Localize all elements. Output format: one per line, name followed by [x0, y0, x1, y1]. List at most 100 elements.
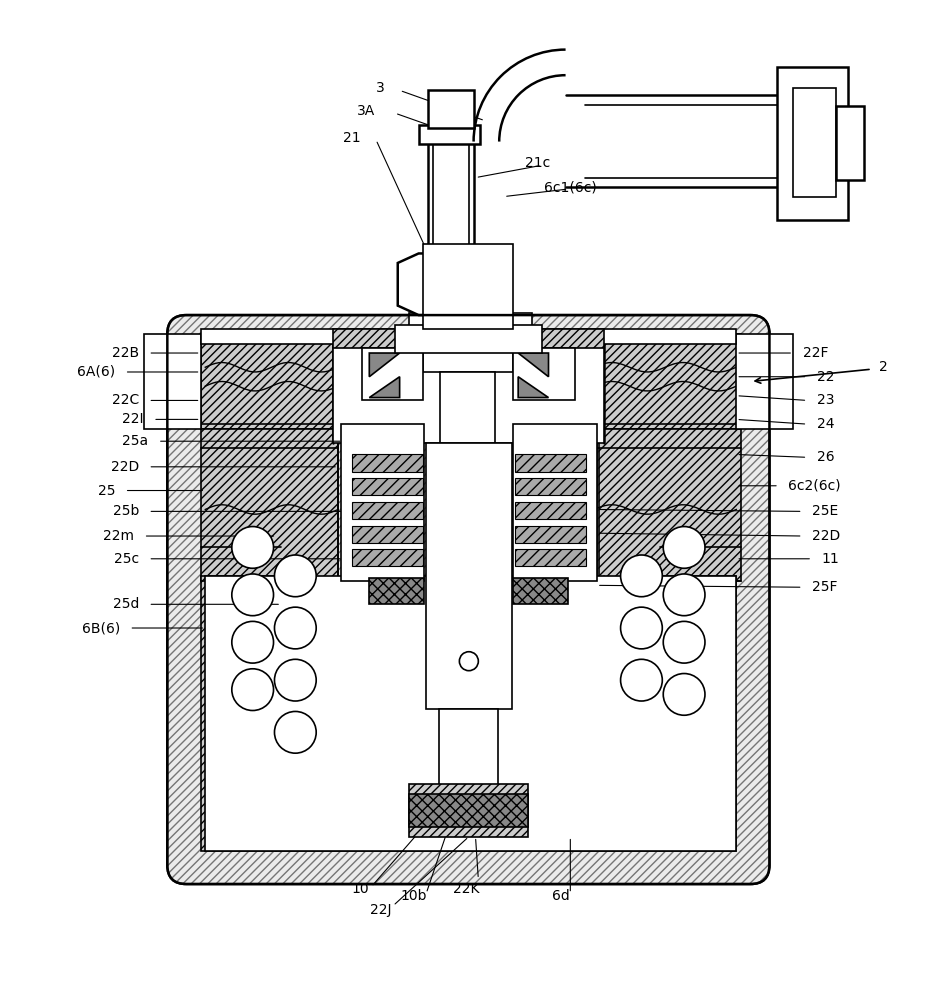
- Polygon shape: [369, 353, 399, 377]
- Text: 25b: 25b: [112, 504, 139, 518]
- Polygon shape: [518, 353, 549, 377]
- Text: 25c: 25c: [114, 552, 139, 566]
- Bar: [201, 429, 338, 581]
- Bar: [205, 576, 736, 851]
- Circle shape: [663, 527, 705, 568]
- Circle shape: [232, 527, 274, 568]
- Text: 2: 2: [879, 360, 887, 374]
- FancyBboxPatch shape: [167, 315, 769, 884]
- Text: 6c1(6c): 6c1(6c): [544, 180, 596, 194]
- Bar: [736, 334, 793, 429]
- Text: 10b: 10b: [400, 889, 427, 903]
- Text: 22D: 22D: [812, 529, 841, 543]
- Text: 25: 25: [98, 484, 115, 498]
- Bar: [409, 784, 528, 837]
- Text: 6B(6): 6B(6): [82, 621, 120, 635]
- Bar: [660, 576, 736, 851]
- Bar: [277, 818, 660, 851]
- Circle shape: [275, 607, 316, 649]
- Circle shape: [663, 674, 705, 715]
- Bar: [423, 329, 514, 348]
- Text: 23: 23: [817, 393, 834, 407]
- Bar: [409, 313, 466, 334]
- Text: 24: 24: [817, 417, 834, 431]
- Bar: [234, 666, 708, 837]
- Circle shape: [459, 652, 478, 671]
- Text: 21c: 21c: [525, 156, 550, 170]
- Bar: [514, 578, 569, 604]
- Text: 25d: 25d: [112, 597, 139, 611]
- Text: 22: 22: [817, 370, 834, 384]
- Text: 22K: 22K: [453, 882, 479, 896]
- Polygon shape: [398, 253, 477, 315]
- Bar: [474, 313, 533, 334]
- Bar: [514, 424, 597, 581]
- Bar: [361, 348, 423, 400]
- Text: 11: 11: [822, 552, 840, 566]
- Text: 22C: 22C: [111, 393, 139, 407]
- Bar: [369, 578, 424, 604]
- Bar: [352, 526, 423, 543]
- Bar: [515, 454, 587, 472]
- Text: 25E: 25E: [812, 504, 839, 518]
- Circle shape: [663, 574, 705, 616]
- Bar: [423, 325, 514, 372]
- Text: 22J: 22J: [370, 903, 392, 917]
- Bar: [428, 90, 474, 128]
- Text: 21: 21: [343, 131, 361, 145]
- Text: 22B: 22B: [112, 346, 139, 360]
- Bar: [144, 334, 201, 429]
- Circle shape: [663, 621, 705, 663]
- Bar: [836, 106, 864, 180]
- Bar: [515, 549, 587, 566]
- Bar: [201, 334, 338, 429]
- Bar: [352, 549, 423, 566]
- Bar: [423, 244, 514, 329]
- Bar: [352, 478, 423, 495]
- Bar: [333, 329, 604, 348]
- Bar: [340, 424, 424, 581]
- Bar: [439, 709, 498, 818]
- Bar: [352, 454, 423, 472]
- Text: 22m: 22m: [103, 529, 134, 543]
- Text: 10: 10: [351, 882, 369, 896]
- Circle shape: [275, 659, 316, 701]
- Bar: [599, 334, 741, 429]
- Bar: [201, 576, 277, 851]
- Circle shape: [232, 621, 274, 663]
- Bar: [409, 794, 528, 827]
- Text: 26: 26: [817, 450, 834, 464]
- Circle shape: [621, 659, 662, 701]
- FancyBboxPatch shape: [167, 315, 769, 884]
- Circle shape: [275, 555, 316, 597]
- Bar: [515, 502, 587, 519]
- Circle shape: [275, 711, 316, 753]
- Text: 25a: 25a: [123, 434, 148, 448]
- Bar: [333, 334, 604, 443]
- Circle shape: [232, 669, 274, 711]
- Text: 3A: 3A: [358, 104, 376, 118]
- Circle shape: [232, 574, 274, 616]
- Polygon shape: [518, 377, 549, 398]
- Text: 6A(6): 6A(6): [77, 365, 115, 379]
- Text: 25F: 25F: [812, 580, 838, 594]
- Bar: [426, 443, 512, 709]
- Bar: [793, 88, 836, 197]
- Text: 22I: 22I: [122, 412, 144, 426]
- Bar: [201, 329, 736, 344]
- Circle shape: [621, 607, 662, 649]
- Circle shape: [621, 555, 662, 597]
- Text: 6c2(6c): 6c2(6c): [788, 479, 841, 493]
- Text: 22F: 22F: [803, 346, 828, 360]
- Text: 3: 3: [377, 81, 385, 95]
- Bar: [352, 502, 423, 519]
- Text: 22D: 22D: [110, 460, 139, 474]
- Bar: [395, 325, 542, 353]
- Text: 6d: 6d: [552, 889, 570, 903]
- Bar: [418, 125, 480, 144]
- Polygon shape: [369, 377, 399, 398]
- Bar: [440, 372, 495, 443]
- Bar: [515, 526, 587, 543]
- Bar: [515, 478, 587, 495]
- Bar: [599, 429, 741, 581]
